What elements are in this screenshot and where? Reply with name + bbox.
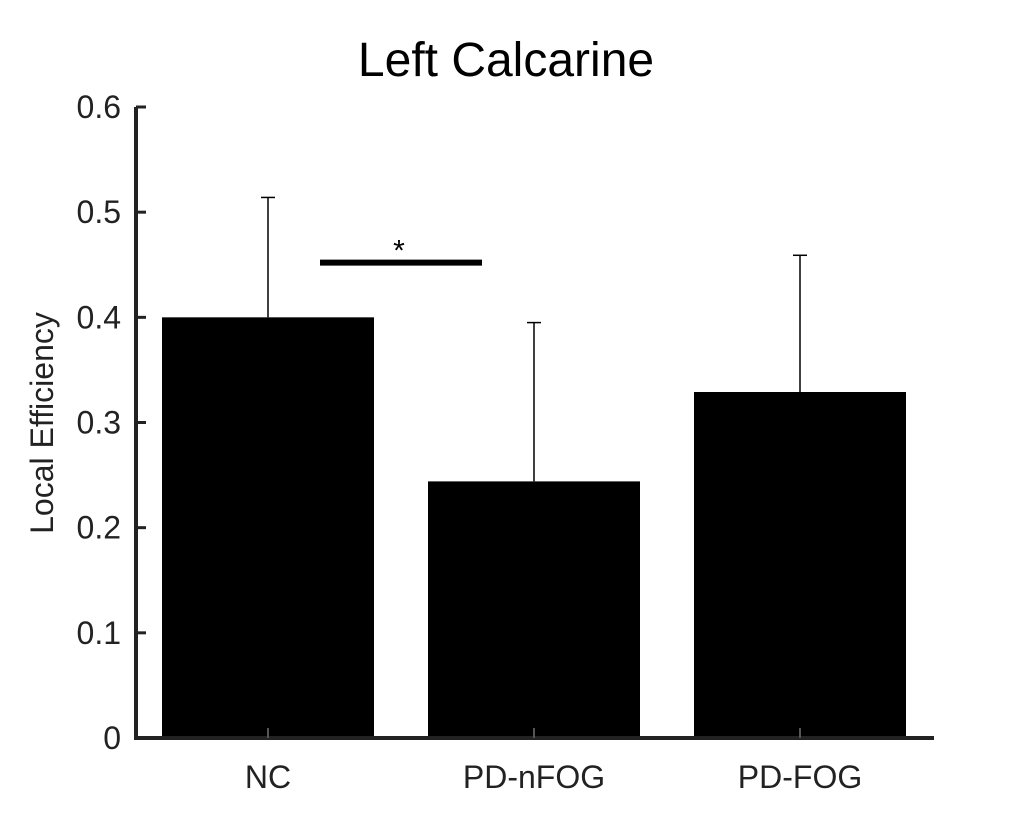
- y-tick-label-2: 0.2: [77, 510, 121, 546]
- y-tick-label-6: 0.6: [77, 89, 121, 125]
- y-tick-label-4: 0.4: [77, 299, 121, 335]
- significance-label-0: *: [393, 235, 405, 268]
- chart-title: Left Calcarine: [358, 34, 654, 87]
- y-tick-label-0: 0: [103, 720, 121, 756]
- x-tick-label-1: PD-nFOG: [463, 759, 605, 795]
- bar-1: [428, 481, 640, 738]
- bar-2: [694, 392, 906, 738]
- plot-area: 0 0.1 0.2 0.3 0.4 0.5 0.6 NC PD-nFOG PD-FOG *: [77, 89, 934, 795]
- bar-0: [162, 317, 374, 738]
- y-tick-label-1: 0.1: [77, 615, 121, 651]
- y-tick-label-5: 0.5: [77, 194, 121, 230]
- y-tick-label-3: 0.3: [77, 405, 121, 441]
- y-axis-label: Local Efficiency: [24, 312, 60, 534]
- x-tick-label-0: NC: [245, 759, 291, 795]
- x-tick-label-2: PD-FOG: [738, 759, 862, 795]
